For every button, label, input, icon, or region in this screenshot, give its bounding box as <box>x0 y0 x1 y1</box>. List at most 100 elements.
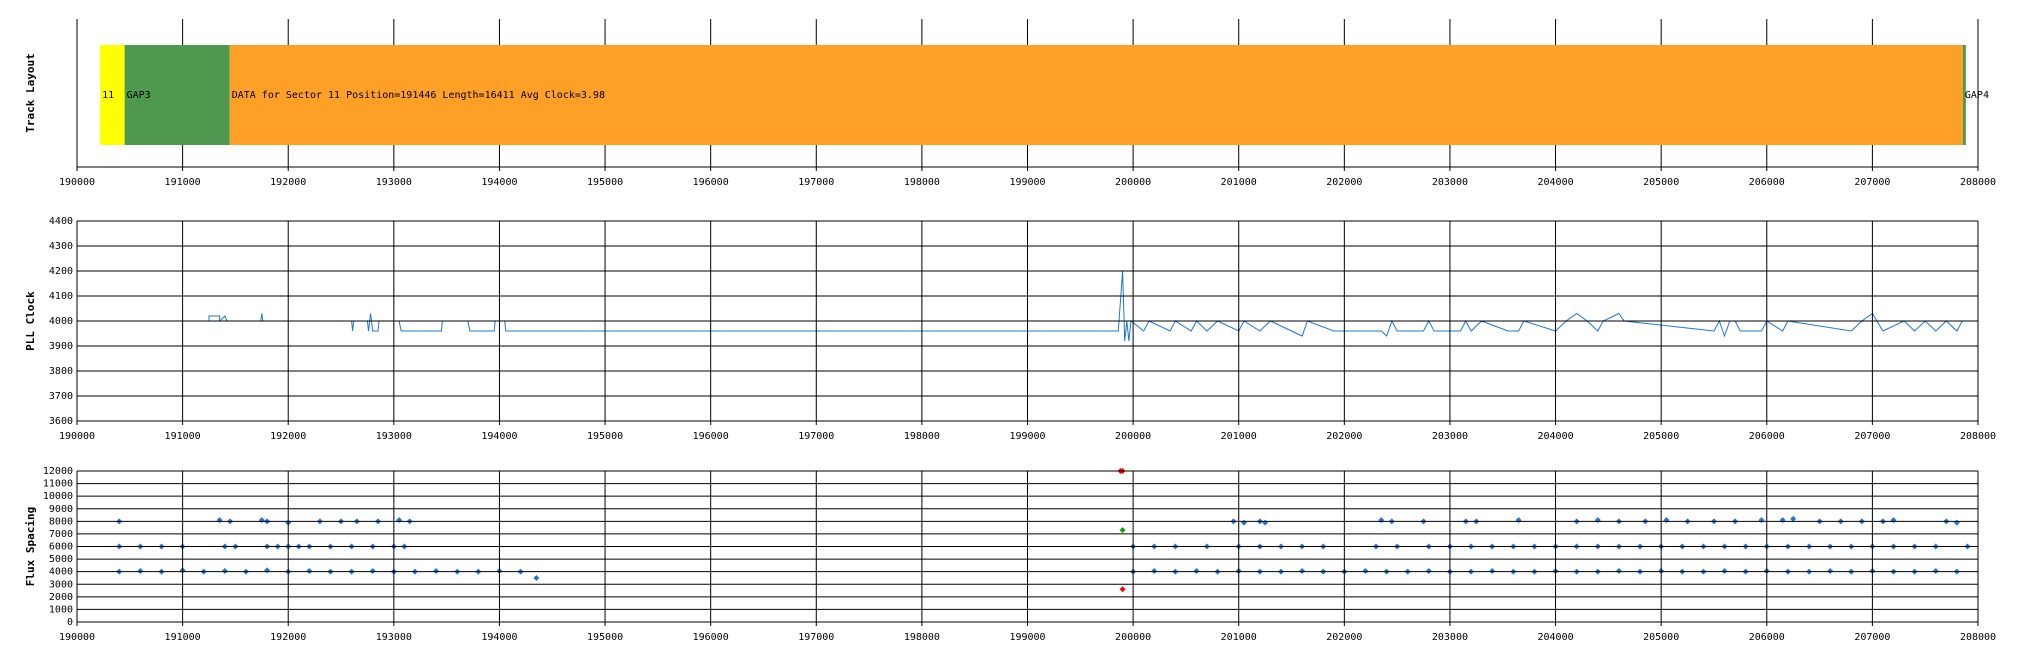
x-tick-label: 198000 <box>904 632 940 643</box>
x-tick-label: 208000 <box>1960 177 1996 188</box>
y-tick-label: 4400 <box>49 216 73 227</box>
flux-point <box>1779 517 1786 524</box>
x-tick-label: 190000 <box>59 177 95 188</box>
y-tick-label: 6000 <box>49 542 73 553</box>
y-tick-label: 5000 <box>49 554 73 565</box>
x-tick-label: 201000 <box>1221 632 1257 643</box>
flux-point <box>1425 568 1432 575</box>
x-tick-label: 196000 <box>693 431 729 442</box>
x-tick-label: 195000 <box>587 177 623 188</box>
x-tick-label: 193000 <box>376 431 412 442</box>
flux-point <box>1241 519 1248 526</box>
flux-point <box>1721 568 1728 575</box>
x-tick-label: 202000 <box>1326 431 1362 442</box>
segment-label: 11 <box>102 90 114 101</box>
track-segment <box>229 45 1963 145</box>
y-tick-label: 3900 <box>49 341 73 352</box>
track-segment <box>100 45 125 145</box>
x-tick-label: 194000 <box>481 177 517 188</box>
track-segment <box>124 45 230 145</box>
y-tick-label: 10000 <box>43 491 73 502</box>
x-tick-label: 203000 <box>1432 632 1468 643</box>
x-tick-label: 207000 <box>1854 177 1890 188</box>
x-tick-label: 197000 <box>798 632 834 643</box>
flux-point <box>1615 568 1622 575</box>
y-tick-label: 2000 <box>49 592 73 603</box>
flux-point <box>1119 586 1126 593</box>
x-tick-label: 190000 <box>59 632 95 643</box>
y-tick-label: 12000 <box>43 466 73 477</box>
flux-point <box>1932 568 1939 575</box>
flux-point <box>1890 517 1897 524</box>
x-tick-label: 191000 <box>165 431 201 442</box>
y-tick-label: 3800 <box>49 366 73 377</box>
x-tick-label: 206000 <box>1749 431 1785 442</box>
flux-point <box>1119 527 1126 534</box>
x-tick-label: 203000 <box>1432 431 1468 442</box>
flux-point <box>264 567 271 574</box>
y-tick-label: 4100 <box>49 291 73 302</box>
flux-point <box>1758 517 1765 524</box>
segment-label: GAP4 <box>1965 90 1989 101</box>
flux-point <box>1594 517 1601 524</box>
y-tick-label: 8000 <box>49 516 73 527</box>
flux-point <box>1790 515 1797 522</box>
x-tick-label: 207000 <box>1854 431 1890 442</box>
x-tick-label: 195000 <box>587 632 623 643</box>
x-tick-label: 195000 <box>587 431 623 442</box>
flux-point <box>1489 568 1496 575</box>
x-tick-label: 204000 <box>1537 632 1573 643</box>
x-tick-label: 193000 <box>376 632 412 643</box>
y-tick-label: 3700 <box>49 391 73 402</box>
x-tick-label: 203000 <box>1432 177 1468 188</box>
flux-point <box>1663 517 1670 524</box>
flux-point <box>221 568 228 575</box>
y-axis-label: Track Layout <box>24 53 37 132</box>
x-tick-label: 198000 <box>904 177 940 188</box>
flux-point <box>1151 568 1158 575</box>
x-tick-label: 194000 <box>481 632 517 643</box>
y-tick-label: 3000 <box>49 579 73 590</box>
segment-label: GAP3 <box>127 90 151 101</box>
flux-point <box>533 574 540 581</box>
flux-point <box>137 568 144 575</box>
y-tick-label: 4200 <box>49 266 73 277</box>
x-tick-label: 202000 <box>1326 177 1362 188</box>
y-tick-label: 4000 <box>49 316 73 327</box>
pll-line <box>114 270 1963 342</box>
flux-point <box>1193 568 1200 575</box>
track-segment <box>1962 45 1966 145</box>
flux-point <box>1362 568 1369 575</box>
x-tick-label: 204000 <box>1537 431 1573 442</box>
x-tick-label: 205000 <box>1643 632 1679 643</box>
x-tick-label: 192000 <box>270 177 306 188</box>
x-tick-label: 206000 <box>1749 177 1785 188</box>
y-tick-label: 4300 <box>49 241 73 252</box>
x-tick-label: 205000 <box>1643 177 1679 188</box>
x-tick-label: 197000 <box>798 431 834 442</box>
x-tick-label: 201000 <box>1221 431 1257 442</box>
x-tick-label: 200000 <box>1115 177 1151 188</box>
flux-point <box>258 517 265 524</box>
y-tick-label: 1000 <box>49 604 73 615</box>
x-tick-label: 196000 <box>693 632 729 643</box>
x-tick-label: 191000 <box>165 177 201 188</box>
flux-point <box>1262 519 1269 526</box>
x-tick-label: 197000 <box>798 177 834 188</box>
x-tick-label: 206000 <box>1749 632 1785 643</box>
y-tick-label: 4000 <box>49 567 73 578</box>
flux-point <box>369 568 376 575</box>
y-axis-label: Flux Spacing <box>24 507 37 586</box>
x-tick-label: 194000 <box>481 431 517 442</box>
x-tick-label: 199000 <box>1009 632 1045 643</box>
x-tick-label: 191000 <box>165 632 201 643</box>
flux-point <box>216 517 223 524</box>
x-tick-label: 208000 <box>1960 431 1996 442</box>
flux-point <box>396 517 403 524</box>
y-tick-label: 11000 <box>43 479 73 490</box>
x-tick-label: 192000 <box>270 632 306 643</box>
y-tick-label: 3600 <box>49 416 73 427</box>
y-axis-label: PLL Clock <box>24 291 37 351</box>
x-tick-label: 200000 <box>1115 632 1151 643</box>
